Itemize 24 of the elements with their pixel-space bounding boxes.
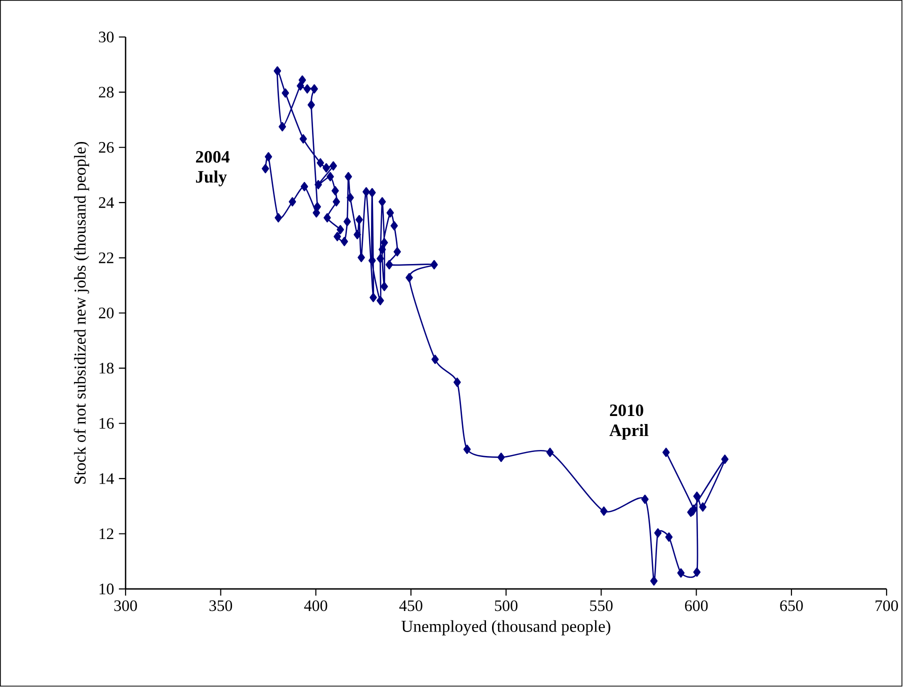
- y-tick-label: 16: [100, 418, 114, 429]
- x-tick-label: 300: [114, 600, 137, 612]
- y-axis-title: Stock of not subsidized new jobs (thousand people): [74, 142, 90, 484]
- annotation: 2010 April: [609, 404, 648, 440]
- y-tick-label: 22: [98, 252, 114, 264]
- x-tick-label: 400: [304, 600, 328, 612]
- y-tick-label: 26: [98, 142, 114, 153]
- annotation: 2004 July: [196, 151, 230, 186]
- y-tick-label: 10: [100, 584, 114, 595]
- y-tick-label: 20: [98, 308, 114, 319]
- x-tick-label: 650: [780, 600, 803, 612]
- x-tick-label: 550: [590, 600, 613, 612]
- y-tick-label: 18: [100, 363, 114, 374]
- x-tick-label: 450: [399, 600, 422, 612]
- y-tick-label: 14: [100, 474, 114, 484]
- x-tick-label: 600: [685, 600, 708, 612]
- y-tick-label: 30: [99, 32, 114, 43]
- x-tick-label: 700: [876, 600, 898, 612]
- y-tick-label: 24: [98, 198, 114, 208]
- x-tick-label: 500: [495, 600, 518, 612]
- y-tick-label: 28: [98, 87, 114, 98]
- x-tick-label: 350: [209, 600, 232, 612]
- x-axis-title: Unemployed (thousand people): [402, 620, 610, 636]
- y-tick-label: 12: [100, 528, 114, 540]
